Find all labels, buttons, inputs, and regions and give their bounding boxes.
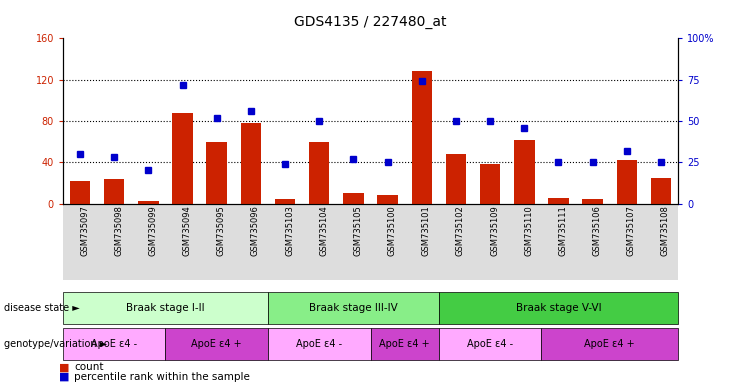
Text: GSM735099: GSM735099 bbox=[148, 205, 157, 256]
Bar bbox=[343, 193, 364, 204]
Text: ■: ■ bbox=[59, 362, 70, 372]
Text: ■: ■ bbox=[59, 372, 70, 382]
Bar bbox=[309, 142, 330, 204]
Text: ApoE ε4 -: ApoE ε4 - bbox=[91, 339, 137, 349]
Text: Braak stage III-IV: Braak stage III-IV bbox=[309, 303, 398, 313]
Bar bbox=[377, 195, 398, 204]
Text: GSM735101: GSM735101 bbox=[422, 205, 431, 256]
Bar bbox=[480, 164, 500, 204]
Bar bbox=[411, 71, 432, 204]
Bar bbox=[138, 202, 159, 204]
Bar bbox=[70, 181, 90, 204]
Text: GSM735108: GSM735108 bbox=[661, 205, 670, 256]
Text: percentile rank within the sample: percentile rank within the sample bbox=[74, 372, 250, 382]
Text: GSM735094: GSM735094 bbox=[182, 205, 192, 256]
Text: count: count bbox=[74, 362, 104, 372]
Bar bbox=[445, 154, 466, 204]
Bar bbox=[241, 123, 261, 204]
Text: ApoE ε4 -: ApoE ε4 - bbox=[467, 339, 514, 349]
Bar bbox=[582, 199, 603, 204]
Text: GSM735096: GSM735096 bbox=[251, 205, 260, 256]
Text: ApoE ε4 +: ApoE ε4 + bbox=[191, 339, 242, 349]
Text: GSM735110: GSM735110 bbox=[525, 205, 534, 256]
Bar bbox=[617, 160, 637, 204]
Text: GSM735107: GSM735107 bbox=[627, 205, 636, 256]
Text: GDS4135 / 227480_at: GDS4135 / 227480_at bbox=[294, 15, 447, 29]
Bar bbox=[651, 178, 671, 204]
Text: GSM735098: GSM735098 bbox=[114, 205, 123, 256]
Text: Braak stage I-II: Braak stage I-II bbox=[126, 303, 205, 313]
Bar bbox=[275, 199, 296, 204]
Text: GSM735102: GSM735102 bbox=[456, 205, 465, 256]
Text: GSM735100: GSM735100 bbox=[388, 205, 396, 256]
Text: GSM735106: GSM735106 bbox=[593, 205, 602, 256]
Text: ApoE ε4 +: ApoE ε4 + bbox=[379, 339, 430, 349]
Bar bbox=[207, 142, 227, 204]
Text: GSM735104: GSM735104 bbox=[319, 205, 328, 256]
Text: Braak stage V-VI: Braak stage V-VI bbox=[516, 303, 601, 313]
Text: GSM735103: GSM735103 bbox=[285, 205, 294, 256]
Text: disease state ►: disease state ► bbox=[4, 303, 79, 313]
Text: GSM735105: GSM735105 bbox=[353, 205, 362, 256]
Text: GSM735097: GSM735097 bbox=[80, 205, 89, 256]
Bar bbox=[514, 139, 534, 204]
Bar bbox=[104, 179, 124, 204]
Bar bbox=[548, 199, 568, 204]
Text: ApoE ε4 -: ApoE ε4 - bbox=[296, 339, 342, 349]
Text: genotype/variation ►: genotype/variation ► bbox=[4, 339, 107, 349]
Text: GSM735109: GSM735109 bbox=[490, 205, 499, 256]
Bar bbox=[173, 113, 193, 204]
Text: GSM735111: GSM735111 bbox=[559, 205, 568, 256]
Text: GSM735095: GSM735095 bbox=[217, 205, 226, 256]
Text: ApoE ε4 +: ApoE ε4 + bbox=[585, 339, 635, 349]
